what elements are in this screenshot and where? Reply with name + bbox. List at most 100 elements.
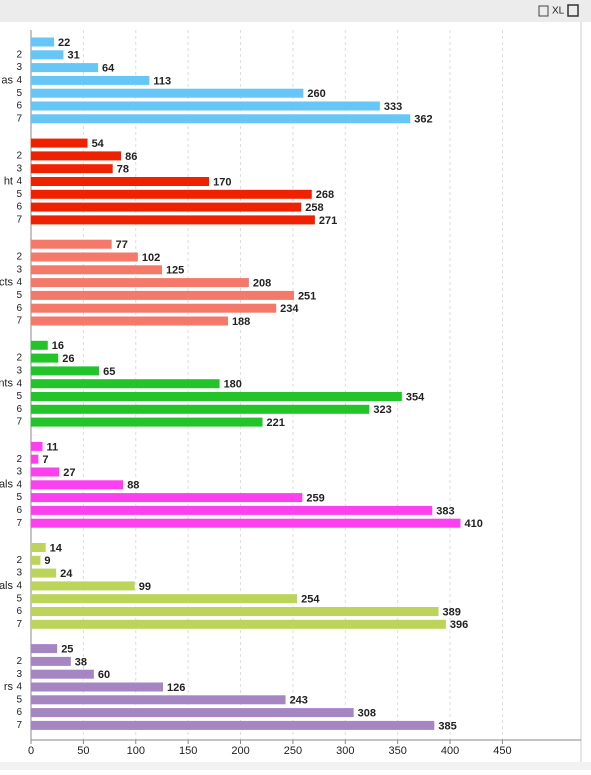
bar xyxy=(31,88,304,98)
value-label: 22 xyxy=(58,37,70,49)
row-label: 2 xyxy=(16,353,22,364)
group-label: rs xyxy=(4,681,14,693)
value-label: 323 xyxy=(373,404,391,416)
value-label: 208 xyxy=(253,278,271,290)
row-label: 5 xyxy=(16,189,22,200)
row-label: 4 xyxy=(16,176,22,187)
value-label: 31 xyxy=(67,50,79,62)
x-tick-label: 200 xyxy=(231,745,249,757)
row-label: 5 xyxy=(16,492,22,503)
bar xyxy=(31,543,46,552)
row-label: 3 xyxy=(16,62,22,73)
bar xyxy=(31,493,303,503)
bar xyxy=(31,37,55,47)
row-label: 5 xyxy=(16,694,22,705)
bar xyxy=(31,164,113,174)
bar xyxy=(31,480,124,490)
value-label: 77 xyxy=(116,239,128,251)
bar xyxy=(31,353,59,363)
group-label: cts xyxy=(0,277,13,289)
bar xyxy=(31,505,433,515)
xl-button[interactable]: XL xyxy=(552,6,565,17)
value-label: 258 xyxy=(305,202,323,214)
value-label: 260 xyxy=(307,88,325,100)
bar xyxy=(31,379,220,389)
value-label: 354 xyxy=(406,391,425,403)
value-label: 102 xyxy=(142,252,160,264)
value-label: 126 xyxy=(167,682,185,694)
bar xyxy=(31,555,41,565)
value-label: 113 xyxy=(153,75,171,87)
value-label: 333 xyxy=(384,101,402,113)
print-icon[interactable] xyxy=(538,5,549,17)
row-label: 7 xyxy=(16,720,22,731)
row-label: 5 xyxy=(16,593,22,604)
toolbar xyxy=(0,0,591,22)
bar xyxy=(31,568,57,578)
x-tick-label: 0 xyxy=(28,745,34,757)
row-label: 7 xyxy=(16,417,22,428)
bar xyxy=(31,138,88,148)
value-label: 396 xyxy=(450,619,468,631)
bar xyxy=(31,581,135,591)
row-label: 5 xyxy=(16,88,22,99)
bar xyxy=(31,151,122,161)
x-tick-label: 250 xyxy=(284,745,302,757)
row-label: 5 xyxy=(16,290,22,301)
row-label: 2 xyxy=(16,656,22,667)
bar xyxy=(31,215,315,225)
bar xyxy=(31,682,163,692)
row-label: 3 xyxy=(16,669,22,680)
row-label: 4 xyxy=(16,581,22,592)
bar xyxy=(31,441,43,451)
bar xyxy=(31,644,58,654)
value-label: 38 xyxy=(75,656,87,668)
value-label: 60 xyxy=(98,669,110,681)
group-label: nts xyxy=(0,378,13,390)
value-label: 308 xyxy=(358,708,376,720)
value-label: 259 xyxy=(306,493,324,505)
x-tick-label: 150 xyxy=(179,745,197,757)
value-label: 27 xyxy=(63,467,75,479)
row-label: 3 xyxy=(16,467,22,478)
bar xyxy=(31,278,249,288)
value-label: 64 xyxy=(102,63,115,75)
bar xyxy=(31,366,100,376)
bar xyxy=(31,303,277,313)
value-label: 125 xyxy=(166,265,184,277)
bar xyxy=(31,290,294,300)
row-label: 2 xyxy=(16,49,22,60)
bar xyxy=(31,695,286,705)
value-label: 271 xyxy=(319,215,337,227)
group-label: ht xyxy=(4,175,13,187)
row-label: 3 xyxy=(16,568,22,579)
bar xyxy=(31,656,71,666)
value-label: 188 xyxy=(232,316,250,328)
bar xyxy=(31,619,446,629)
row-label: 6 xyxy=(16,404,22,415)
value-label: 65 xyxy=(103,366,115,378)
bar xyxy=(31,454,39,464)
value-label: 24 xyxy=(60,568,73,580)
value-label: 170 xyxy=(213,176,231,188)
x-tick-label: 100 xyxy=(127,745,145,757)
bar xyxy=(31,101,380,111)
value-label: 78 xyxy=(117,164,129,176)
bar xyxy=(31,669,94,679)
maximize-icon[interactable] xyxy=(567,4,579,17)
bar xyxy=(31,50,64,60)
row-label: 6 xyxy=(16,707,22,718)
value-label: 14 xyxy=(50,542,63,554)
scroll-area xyxy=(0,762,591,770)
value-label: 268 xyxy=(316,189,334,201)
value-label: 221 xyxy=(267,417,285,429)
row-label: 7 xyxy=(16,518,22,529)
bar xyxy=(31,720,435,730)
bar xyxy=(31,75,150,85)
value-label: 54 xyxy=(92,138,105,150)
value-label: 88 xyxy=(127,480,139,492)
row-label: 2 xyxy=(16,454,22,465)
row-label: 7 xyxy=(16,215,22,226)
value-label: 254 xyxy=(301,594,320,606)
